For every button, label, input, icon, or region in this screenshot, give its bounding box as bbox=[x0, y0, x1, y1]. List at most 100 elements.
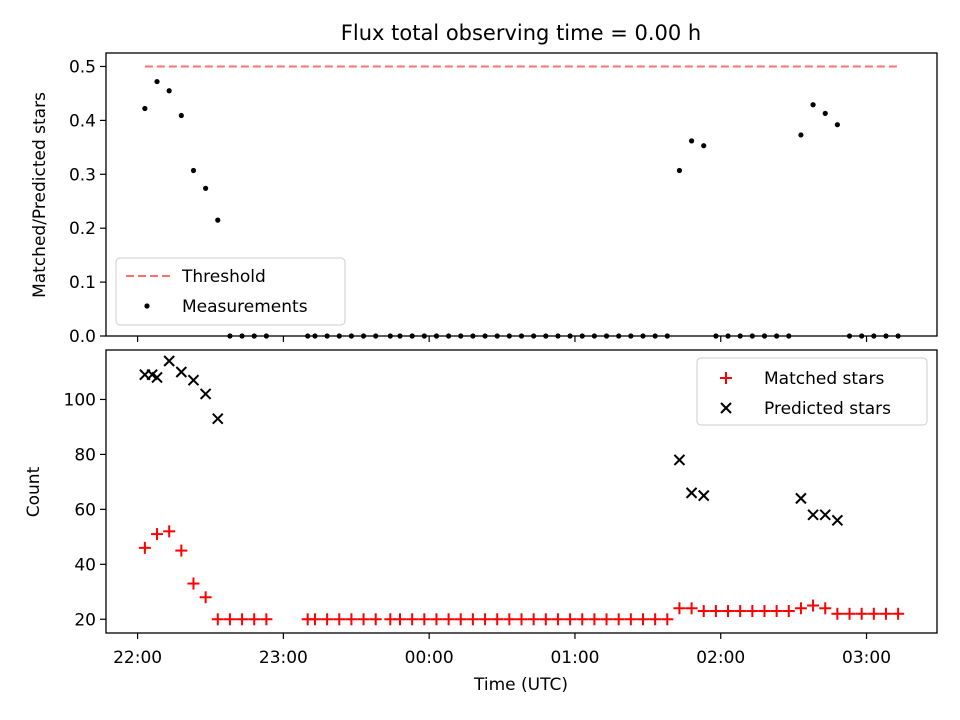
measurement-point bbox=[166, 88, 172, 94]
matched-star-marker bbox=[491, 613, 504, 626]
matched-star-marker bbox=[807, 599, 820, 612]
measurement-point bbox=[178, 112, 184, 119]
legend-threshold-label: Threshold bbox=[181, 267, 266, 287]
matched-star-marker bbox=[418, 613, 431, 626]
predicted-star-marker bbox=[163, 355, 175, 367]
matched-star-marker bbox=[892, 607, 905, 620]
matched-star-marker bbox=[734, 605, 747, 618]
predicted-star-marker bbox=[698, 489, 710, 502]
bottom-plot-frame bbox=[105, 349, 938, 634]
bottom-x-tick-label: 01:00 bbox=[550, 648, 599, 668]
predicted-star-marker bbox=[831, 514, 844, 527]
matched-star-marker bbox=[163, 525, 176, 538]
top-y-axis-label: Matched/Predicted stars bbox=[30, 92, 50, 298]
bottom-y-axis-label: Count bbox=[24, 466, 44, 517]
bottom-y-tick-label: 20 bbox=[74, 610, 96, 630]
measurement-point bbox=[834, 122, 840, 128]
matched-star-marker bbox=[345, 613, 358, 626]
bottom-x-tick-label: 23:00 bbox=[259, 648, 308, 668]
bottom-y-tick-label: 40 bbox=[74, 555, 96, 575]
measurement-point bbox=[701, 143, 707, 149]
matched-star-marker bbox=[782, 605, 795, 618]
matched-star-marker bbox=[879, 607, 892, 620]
matched-star-marker bbox=[564, 613, 577, 626]
bottom-x-tick-label: 22:00 bbox=[113, 648, 162, 668]
matched-star-marker bbox=[831, 607, 844, 620]
matched-star-marker bbox=[867, 607, 880, 620]
matched-star-marker bbox=[794, 602, 807, 615]
predicted-star-marker bbox=[175, 366, 188, 378]
matched-star-marker bbox=[187, 577, 200, 590]
matched-star-marker bbox=[649, 613, 662, 626]
matched-star-marker bbox=[539, 613, 552, 626]
matched-star-marker bbox=[697, 605, 710, 618]
matched-star-marker bbox=[430, 613, 443, 626]
bottom-x-tick-label: 00:00 bbox=[405, 648, 454, 668]
matched-star-marker bbox=[661, 613, 674, 626]
bottom-y-tick-label: 100 bbox=[64, 390, 96, 410]
predicted-star-marker bbox=[795, 492, 807, 505]
matched-star-marker bbox=[479, 613, 492, 626]
matched-star-marker bbox=[175, 544, 188, 557]
matched-star-marker bbox=[236, 613, 249, 626]
measurement-point bbox=[798, 132, 804, 138]
matched-star-marker bbox=[819, 602, 832, 615]
matched-star-marker bbox=[515, 613, 528, 626]
measurement-point bbox=[810, 102, 816, 108]
measurement-point bbox=[215, 217, 221, 223]
predicted-star-marker bbox=[807, 509, 819, 521]
matched-star-marker bbox=[199, 591, 212, 604]
matched-star-marker bbox=[722, 605, 735, 618]
measurement-point bbox=[822, 110, 828, 116]
matched-star-marker bbox=[369, 613, 382, 626]
top-y-tick-label: 0.0 bbox=[69, 327, 96, 347]
bottom-x-tick-label: 03:00 bbox=[842, 648, 891, 668]
matched-star-marker bbox=[527, 613, 540, 626]
matched-star-marker bbox=[394, 613, 407, 626]
matched-star-marker bbox=[223, 613, 236, 626]
matched-star-marker bbox=[855, 607, 868, 620]
legend-predicted-swatch bbox=[720, 402, 732, 414]
top-y-tick-label: 0.5 bbox=[69, 57, 96, 77]
measurement-point bbox=[142, 105, 148, 112]
predicted-star-marker bbox=[819, 509, 831, 521]
matched-star-marker bbox=[406, 613, 419, 626]
measurement-point bbox=[676, 167, 683, 174]
matched-star-marker bbox=[466, 613, 479, 626]
matched-star-marker bbox=[138, 541, 151, 554]
top-legend-box bbox=[115, 257, 346, 326]
matched-star-marker bbox=[624, 613, 637, 626]
legend-measurements-swatch bbox=[144, 303, 150, 309]
matched-star-marker bbox=[746, 605, 759, 618]
predicted-star-marker bbox=[199, 388, 212, 400]
predicted-star-marker bbox=[685, 487, 698, 499]
matched-star-marker bbox=[758, 605, 771, 618]
measurement-point bbox=[190, 167, 197, 174]
matched-star-marker bbox=[308, 613, 321, 626]
bottom-x-tick-label: 02:00 bbox=[696, 648, 745, 668]
matched-star-marker bbox=[673, 602, 686, 615]
matched-star-marker bbox=[576, 613, 589, 626]
matched-star-marker bbox=[260, 613, 273, 626]
matched-star-marker bbox=[685, 602, 698, 615]
bottom-legend-box bbox=[696, 357, 928, 426]
bottom-y-tick-label: 80 bbox=[74, 445, 96, 465]
matched-star-marker bbox=[333, 613, 346, 626]
matched-star-marker bbox=[843, 607, 856, 620]
top-plot-area: 0.0 0.1 0.2 0.3 0.4 0.5 bbox=[69, 57, 901, 347]
top-y-tick-label: 0.4 bbox=[69, 111, 96, 131]
top-y-tick-label: 0.1 bbox=[69, 273, 96, 293]
top-plot-frame bbox=[105, 52, 938, 337]
measurement-point bbox=[688, 138, 695, 144]
bottom-plot-area: 20 40 60 80 100 22:00 23:00 00:00 01:00 02:00 03:0… bbox=[64, 355, 905, 668]
predicted-star-marker bbox=[212, 412, 224, 425]
legend-matched-swatch bbox=[720, 372, 732, 384]
bottom-x-axis-label: Time (UTC) bbox=[473, 675, 568, 695]
measurement-point bbox=[154, 78, 160, 85]
matched-star-marker bbox=[442, 613, 455, 626]
legend-matched-label: Matched stars bbox=[764, 369, 884, 389]
predicted-star-marker bbox=[673, 454, 686, 466]
matched-star-marker bbox=[211, 613, 224, 626]
top-legend: Threshold Measurements bbox=[115, 257, 346, 326]
